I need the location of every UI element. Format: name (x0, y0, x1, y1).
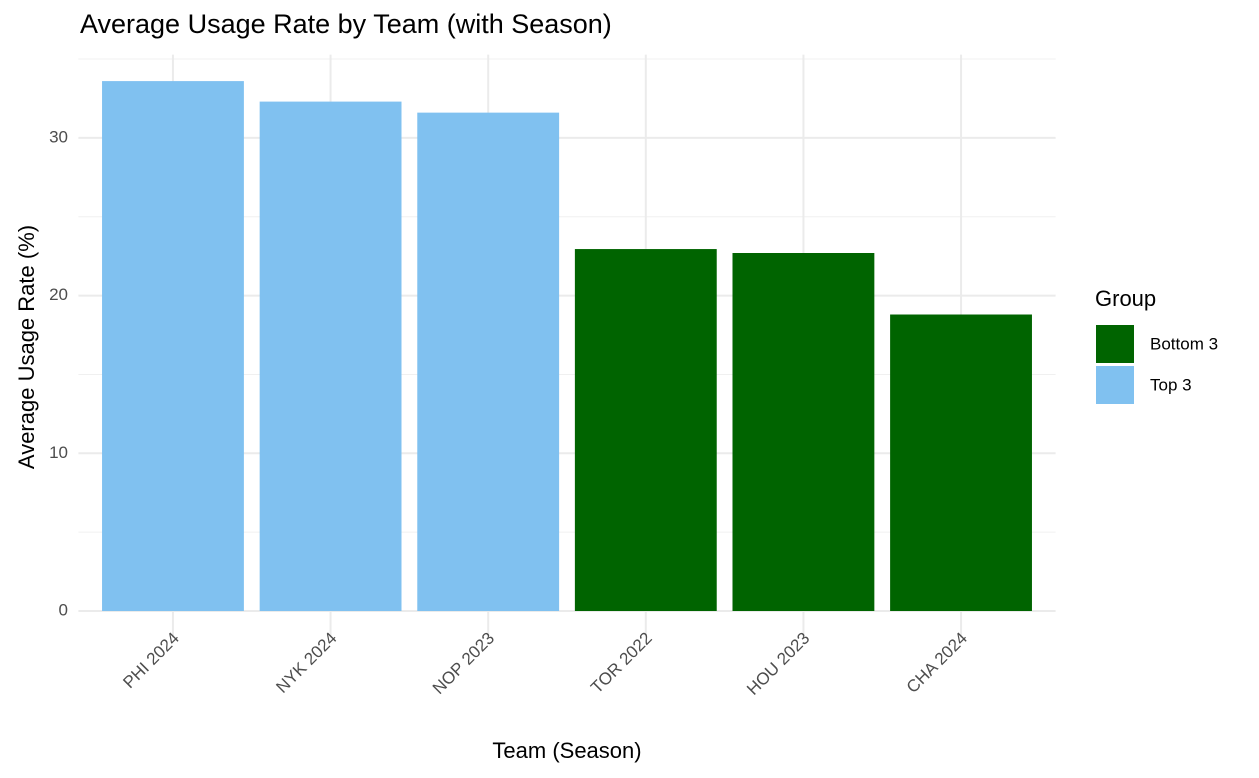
bar (574, 249, 717, 612)
x-tick-label: CHA 2024 (903, 629, 971, 697)
bar (102, 81, 244, 612)
bar (417, 112, 560, 612)
y-axis-label: Average Usage Rate (%) (14, 225, 39, 469)
bar (732, 253, 875, 612)
legend-title: Group (1095, 286, 1156, 311)
x-tick-label: NOP 2023 (429, 629, 498, 698)
legend-swatch (1096, 366, 1134, 404)
legend-label: Bottom 3 (1150, 334, 1218, 353)
x-tick-label: PHI 2024 (119, 629, 183, 693)
bar (890, 314, 1032, 612)
bar (259, 101, 402, 612)
y-tick-label: 30 (49, 127, 68, 146)
legend-label: Top 3 (1150, 375, 1192, 394)
legend-swatch (1096, 325, 1134, 363)
x-axis-label: Team (Season) (492, 738, 641, 763)
x-tick-label: TOR 2022 (587, 629, 656, 698)
x-tick-label: HOU 2023 (743, 629, 813, 699)
y-tick-label: 10 (49, 443, 68, 462)
y-tick-label: 20 (49, 285, 68, 304)
y-tick-label: 0 (59, 600, 68, 619)
chart-title: Average Usage Rate by Team (with Season) (80, 9, 612, 39)
x-tick-label: NYK 2024 (272, 629, 340, 697)
